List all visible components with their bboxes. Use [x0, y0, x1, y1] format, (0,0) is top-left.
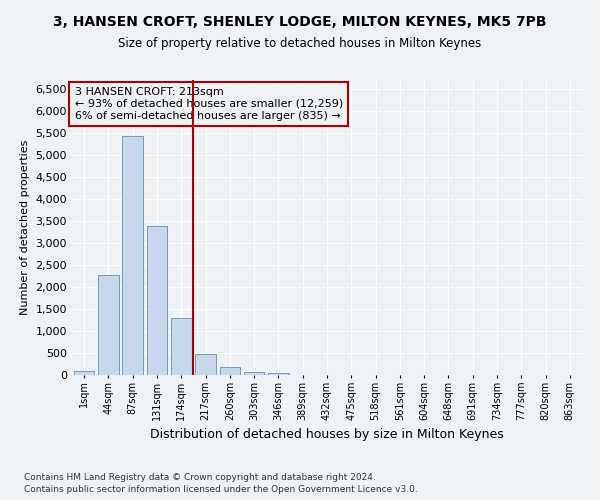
Text: Size of property relative to detached houses in Milton Keynes: Size of property relative to detached ho…: [118, 38, 482, 51]
Text: Contains public sector information licensed under the Open Government Licence v3: Contains public sector information licen…: [24, 485, 418, 494]
Text: Contains HM Land Registry data © Crown copyright and database right 2024.: Contains HM Land Registry data © Crown c…: [24, 472, 376, 482]
Bar: [195, 354, 216, 375]
Text: 3 HANSEN CROFT: 213sqm
← 93% of detached houses are smaller (12,259)
6% of semi-: 3 HANSEN CROFT: 213sqm ← 93% of detached…: [74, 88, 343, 120]
Bar: [122, 136, 143, 375]
Bar: [171, 318, 191, 375]
Bar: [268, 373, 289, 375]
X-axis label: Distribution of detached houses by size in Milton Keynes: Distribution of detached houses by size …: [150, 428, 504, 442]
Bar: [244, 372, 265, 375]
Bar: [146, 226, 167, 375]
Bar: [220, 368, 240, 375]
Text: 3, HANSEN CROFT, SHENLEY LODGE, MILTON KEYNES, MK5 7PB: 3, HANSEN CROFT, SHENLEY LODGE, MILTON K…: [53, 15, 547, 29]
Y-axis label: Number of detached properties: Number of detached properties: [20, 140, 30, 315]
Bar: [98, 274, 119, 375]
Bar: [74, 371, 94, 375]
